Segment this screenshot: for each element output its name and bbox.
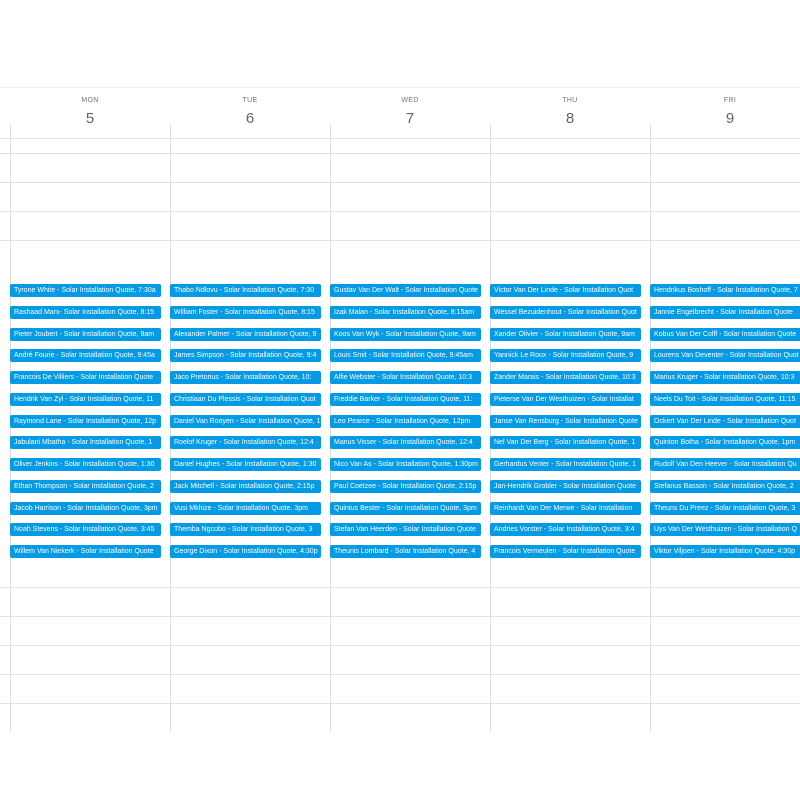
- hour-line: [0, 240, 800, 241]
- event[interactable]: Vusi Mkhize - Solar Installation Quote, …: [170, 501, 321, 515]
- event[interactable]: Pieterse Van Der Westhuizen - Solar Inst…: [490, 392, 641, 406]
- event[interactable]: Thabo Ndlovu - Solar Installation Quote,…: [170, 284, 321, 297]
- hour-line: [0, 616, 800, 617]
- event[interactable]: Freddie Barker - Solar Installation Quot…: [330, 392, 481, 406]
- event[interactable]: Paul Coetzee - Solar Installation Quote,…: [330, 479, 481, 493]
- event[interactable]: Marius Visser - Solar Installation Quote…: [330, 436, 481, 450]
- event[interactable]: Quinton Botha - Solar Installation Quote…: [650, 436, 800, 450]
- event[interactable]: Daniel Hughes - Solar Installation Quote…: [170, 458, 321, 471]
- event[interactable]: Noah Stevens - Solar Installation Quote,…: [10, 523, 161, 537]
- hour-line: [0, 645, 800, 646]
- event[interactable]: Willem Van Niekerk - Solar Installation …: [10, 545, 161, 558]
- event[interactable]: Izak Malan - Solar Installation Quote, 8…: [330, 305, 481, 319]
- event[interactable]: Wessel Bezuidenhout - Solar Installation…: [490, 305, 641, 319]
- hour-line: [0, 674, 800, 675]
- event[interactable]: Oliver Jenkins - Solar Installation Quot…: [10, 458, 161, 471]
- event[interactable]: Leo Pearce - Solar Installation Quote, 1…: [330, 414, 481, 428]
- event[interactable]: Ockert Van Der Linde - Solar Installatio…: [650, 414, 800, 428]
- event[interactable]: Reinhardt Van Der Merwe - Solar Installa…: [490, 501, 641, 515]
- event[interactable]: Janse Van Rensburg - Solar Installation …: [490, 414, 641, 428]
- event[interactable]: Jacob Harrison - Solar Installation Quot…: [10, 501, 161, 515]
- day-name: THU: [562, 97, 578, 104]
- hour-line: [0, 211, 800, 212]
- hour-line: [0, 703, 800, 704]
- event[interactable]: Nico Van As - Solar Installation Quote, …: [330, 458, 481, 471]
- event[interactable]: Marius Kruger - Solar Installation Quote…: [650, 371, 800, 384]
- event[interactable]: Zander Marais - Solar Installation Quote…: [490, 371, 641, 384]
- event[interactable]: Francois Vermeulen - Solar Installation …: [490, 545, 641, 558]
- event[interactable]: Stefanus Basson - Solar Installation Quo…: [650, 479, 800, 493]
- day-number[interactable]: 8: [565, 110, 575, 127]
- event[interactable]: Hendrikus Boshoff - Solar Installation Q…: [650, 284, 800, 297]
- day-column-line: [170, 125, 171, 732]
- top-border: [0, 87, 800, 88]
- event[interactable]: Theuns Du Preez - Solar Installation Quo…: [650, 501, 800, 515]
- event[interactable]: Theunis Lombard - Solar Installation Quo…: [330, 545, 481, 558]
- event[interactable]: Quintus Bester - Solar Installation Quot…: [330, 501, 481, 515]
- day-name: MON: [81, 97, 99, 104]
- event[interactable]: Roelof Kruger - Solar Installation Quote…: [170, 436, 321, 450]
- event[interactable]: James Simpson - Solar Installation Quote…: [170, 349, 321, 363]
- header-border: [0, 138, 800, 139]
- day-number[interactable]: 9: [725, 110, 735, 127]
- event[interactable]: Louis Smit - Solar Installation Quote, 9…: [330, 349, 481, 363]
- event[interactable]: Stefan Van Heerden - Solar Installation …: [330, 523, 481, 537]
- event[interactable]: Andries Vorster - Solar Installation Quo…: [490, 523, 641, 537]
- day-number[interactable]: 5: [85, 110, 95, 127]
- event[interactable]: Ethan Thompson - Solar Installation Quot…: [10, 479, 161, 493]
- event[interactable]: Francois De Villiers - Solar Installatio…: [10, 371, 161, 384]
- event[interactable]: Gustav Van Der Walt - Solar Installation…: [330, 284, 481, 297]
- hour-line: [0, 182, 800, 183]
- event[interactable]: Victor Van Der Linde - Solar Installatio…: [490, 284, 641, 297]
- event[interactable]: André Fourie - Solar Installation Quote,…: [10, 349, 161, 363]
- event[interactable]: Jaco Pretorius - Solar Installation Quot…: [170, 371, 321, 384]
- event[interactable]: Alexander Palmer - Solar Installation Qu…: [170, 327, 321, 341]
- day-name: FRI: [723, 97, 737, 104]
- event[interactable]: Rashaad Marx- Solar Installation Quote, …: [10, 305, 161, 319]
- event[interactable]: Gerhardus Venter - Solar Installation Qu…: [490, 458, 641, 471]
- hour-line: [0, 153, 800, 154]
- event[interactable]: Nel Van Der Berg - Solar Installation Qu…: [490, 436, 641, 450]
- day-name: WED: [401, 97, 419, 104]
- event[interactable]: Rudolf Van Den Heever - Solar Installati…: [650, 458, 800, 471]
- event[interactable]: Yannick Le Roux - Solar Installation Quo…: [490, 349, 641, 363]
- day-column-line: [330, 125, 331, 732]
- event[interactable]: Jannie Engelbrecht - Solar Installation …: [650, 305, 800, 319]
- event[interactable]: Jan-Hendrik Grobler - Solar Installation…: [490, 479, 641, 493]
- event[interactable]: George Dixon - Solar Installation Quote,…: [170, 545, 321, 558]
- event[interactable]: Hendrik Van Zyl - Solar Installation Quo…: [10, 392, 161, 406]
- event[interactable]: Tyrone White - Solar Installation Quote,…: [10, 284, 161, 297]
- event[interactable]: Lourens Van Deventer - Solar Installatio…: [650, 349, 800, 363]
- gutter-line: [10, 125, 11, 732]
- day-column-line: [650, 125, 651, 732]
- event[interactable]: Uys Van Der Westhuizen - Solar Installat…: [650, 523, 800, 537]
- event[interactable]: Jabulani Mbatha - Solar Installation Quo…: [10, 436, 161, 450]
- day-number[interactable]: 7: [405, 110, 415, 127]
- day-number[interactable]: 6: [245, 110, 255, 127]
- day-name: TUE: [242, 97, 258, 104]
- event[interactable]: Raymond Lane - Solar Installation Quote,…: [10, 414, 161, 428]
- event[interactable]: Neels Du Toit - Solar Installation Quote…: [650, 392, 800, 406]
- event[interactable]: William Foster - Solar Installation Quot…: [170, 305, 321, 319]
- day-column-line: [490, 125, 491, 732]
- event[interactable]: Viktor Viljoen - Solar Installation Quot…: [650, 545, 800, 558]
- event[interactable]: Jack Mitchell - Solar Installation Quote…: [170, 479, 321, 493]
- event[interactable]: Kobus Van Der Colff - Solar Installation…: [650, 327, 800, 341]
- event[interactable]: Daniel Van Rooyen - Solar Installation Q…: [170, 414, 321, 428]
- event[interactable]: Koos Van Wyk - Solar Installation Quote,…: [330, 327, 481, 341]
- event[interactable]: Pieter Joubert - Solar Installation Quot…: [10, 327, 161, 341]
- hour-line: [0, 587, 800, 588]
- event[interactable]: Alfie Webster - Solar Installation Quote…: [330, 371, 481, 384]
- event[interactable]: Xander Olivier - Solar Installation Quot…: [490, 327, 641, 341]
- event[interactable]: Christiaan Du Plessis - Solar Installati…: [170, 392, 321, 406]
- event[interactable]: Themba Ngcobo - Solar Installation Quote…: [170, 523, 321, 537]
